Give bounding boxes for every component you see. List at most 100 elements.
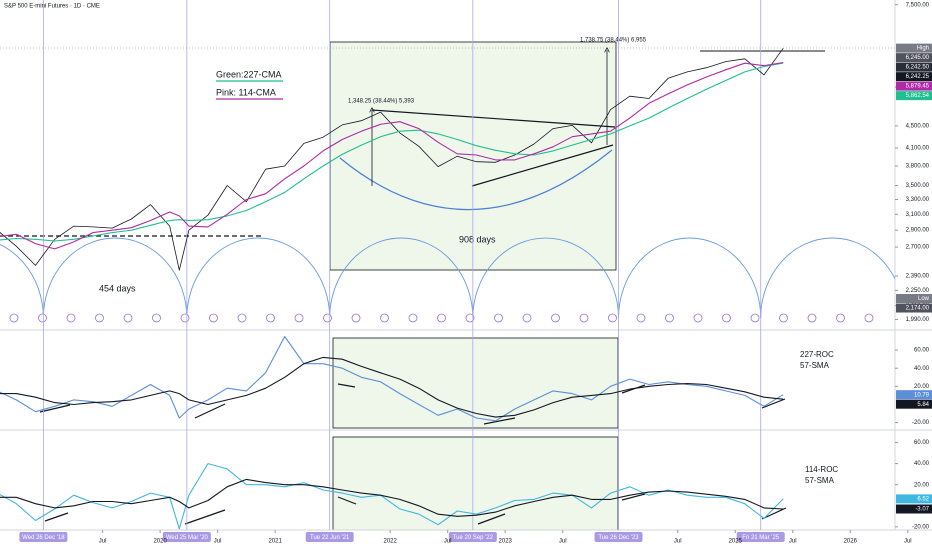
- trend-line: [761, 398, 786, 409]
- price-tag-label: 6,242.50: [906, 65, 930, 71]
- annotation: 1,738.75 (38.44%) 6,955: [580, 38, 647, 44]
- cycle-icon: [750, 313, 760, 323]
- date-marker-box: [594, 532, 643, 542]
- price-tag: [896, 72, 932, 82]
- date-marker-box: [19, 532, 68, 542]
- cycle-icon: [351, 313, 361, 323]
- cycle-icon: [522, 313, 532, 323]
- series-line: [0, 356, 784, 418]
- cycle-arc: [186, 237, 331, 319]
- cycle-icon: [123, 313, 133, 323]
- trend-line: [44, 512, 69, 522]
- price-tag-label: 10.79: [914, 392, 930, 398]
- price-tag: [896, 43, 932, 53]
- x-tick-label: Jul: [444, 539, 452, 545]
- y-tick-label: 2,250.00: [906, 288, 930, 294]
- cycle-arc: [472, 237, 619, 319]
- y-tick-label: 20.00: [914, 482, 930, 488]
- triangle-lower: [471, 144, 614, 187]
- trend-line: [184, 509, 226, 525]
- y-tick-label: 1,990.00: [906, 317, 930, 323]
- cycle-icon: [380, 313, 389, 323]
- cycle-arc: [42, 237, 188, 319]
- price-tag-label: 2,174.00: [906, 306, 930, 312]
- date-marker-label: Tue 22 Jun '21: [310, 535, 350, 541]
- price-tag-name: High: [917, 46, 929, 52]
- cycle-icon: [95, 313, 104, 323]
- cycle-arc: [618, 237, 762, 319]
- cycle-icon: [9, 313, 19, 323]
- x-tick-label: 2020: [153, 539, 167, 545]
- price-tag: [896, 91, 932, 101]
- y-tick-label: 2,900.00: [906, 228, 930, 234]
- cycle-icon: [209, 313, 218, 323]
- series-line: [0, 478, 784, 517]
- cycle-arc: [329, 237, 474, 319]
- price-tag-label: 5,879.45: [906, 84, 930, 90]
- y-tick-label: 20.00: [914, 384, 930, 390]
- cycle-icon: [294, 313, 304, 323]
- trend-line: [39, 404, 71, 413]
- chart-title: S&P 500 E-mini Futures · 1D · CME: [4, 4, 100, 10]
- x-tick-label: Jul: [789, 539, 797, 545]
- y-tick-label: 3,500.00: [906, 183, 930, 189]
- price-tag-label: 6,242.25: [906, 74, 930, 80]
- price-tag: [896, 390, 932, 400]
- x-tick-label: Jul: [214, 539, 222, 545]
- range-box: [332, 337, 619, 429]
- cycle-icon: [237, 313, 247, 323]
- x-tick-label: 2021: [268, 539, 282, 545]
- y-tick-label: 3,100.00: [906, 212, 930, 218]
- y-tick-label: 7,500.00: [906, 2, 930, 8]
- triangle-upper: [371, 109, 616, 128]
- x-tick-label: Jul: [674, 539, 682, 545]
- cycle-icon: [38, 313, 47, 323]
- price-tag-label: 5,862.54: [906, 93, 930, 99]
- y-tick-label: 60.00: [914, 348, 930, 354]
- y-tick-label: 2,390.00: [906, 274, 930, 280]
- trend-line: [337, 496, 357, 505]
- legend-label: 57-SMA: [805, 476, 835, 485]
- legend-label: Pink: 114-CMA: [216, 87, 276, 97]
- y-tick-label: 40.00: [914, 366, 930, 372]
- price-tag-label: -3.07: [915, 507, 929, 513]
- cycle-icon: [66, 313, 76, 323]
- y-tick-label: 2,700.00: [906, 245, 930, 251]
- y-tick-label: 3,800.00: [906, 164, 930, 170]
- x-tick-label: 2025: [729, 539, 743, 545]
- cycle-icon: [180, 313, 190, 323]
- cycle-arc: [760, 237, 895, 319]
- price-tag-name: Low: [918, 296, 930, 302]
- price-tag: [896, 504, 932, 514]
- trend-line: [621, 493, 646, 501]
- price-tag-label: 6,245.00: [906, 55, 930, 61]
- date-marker-label: Tue 20 Sep '22: [453, 535, 494, 541]
- series-line: [0, 335, 784, 422]
- trend-line: [483, 417, 516, 425]
- cycle-icon: [323, 313, 332, 323]
- y-tick-label: -20.00: [912, 420, 930, 426]
- x-tick-label: 2023: [499, 539, 513, 545]
- cycle-arc: [0, 244, 44, 319]
- cycle-icon: [779, 313, 788, 323]
- x-tick-label: Jul: [559, 539, 567, 545]
- cycle-icon: [693, 313, 703, 323]
- trend-line: [337, 383, 356, 388]
- price-tag: [896, 399, 932, 409]
- date-marker-label: Tue 26 Dec '23: [598, 535, 639, 541]
- y-tick-label: 3,300.00: [906, 197, 930, 203]
- trend-line: [761, 507, 787, 520]
- x-tick-label: 2022: [383, 539, 397, 545]
- legend-label: Green:227-CMA: [216, 69, 282, 79]
- cycle-icon: [579, 313, 589, 323]
- cycle-icon: [836, 313, 845, 323]
- annotation: 1,348.25 (38.44%) 5,393: [348, 99, 415, 105]
- price-tag-label: 6.52: [917, 496, 929, 502]
- annotation: 454 days: [99, 283, 136, 293]
- date-marker-label: Wed 25 Mar '20: [166, 535, 209, 541]
- price-tag: [896, 303, 932, 313]
- price-tag: [896, 62, 932, 72]
- legend-label: 227-ROC: [800, 350, 834, 359]
- series-line: [0, 61, 784, 250]
